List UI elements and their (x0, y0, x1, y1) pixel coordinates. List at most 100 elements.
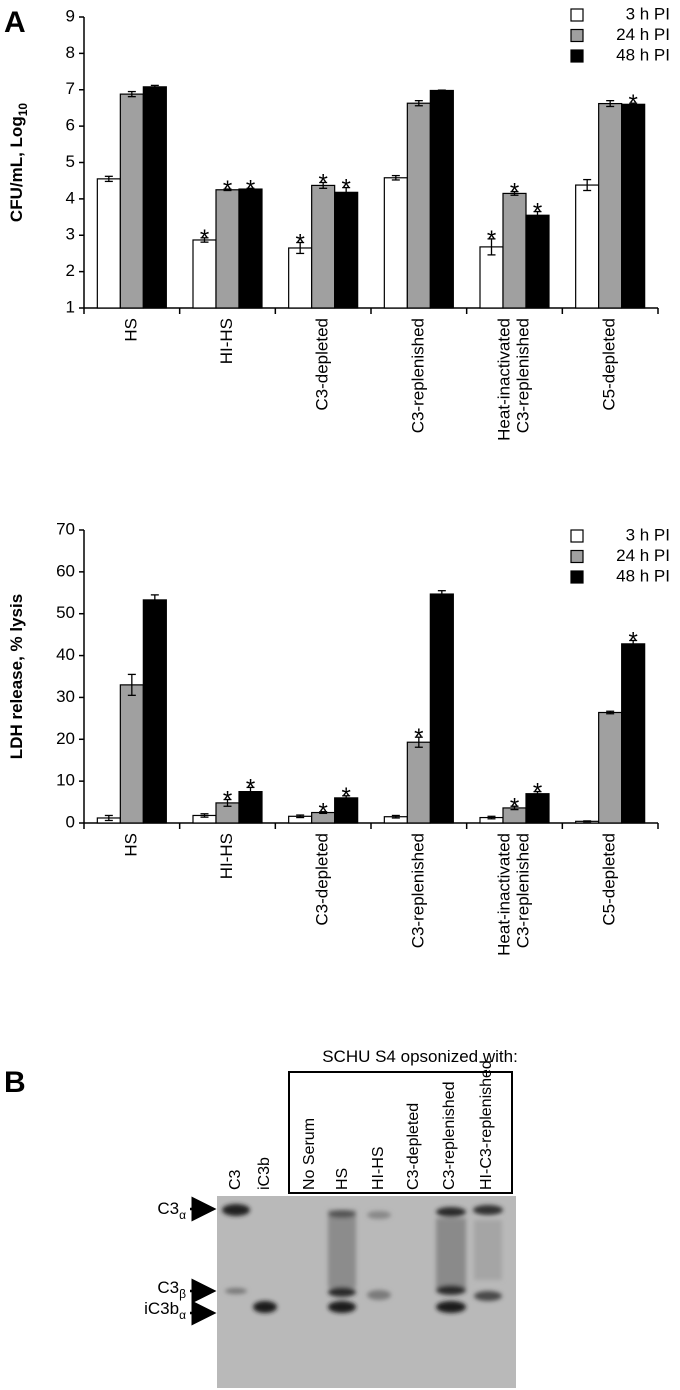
error-bar (223, 798, 232, 807)
error-bar (487, 815, 496, 820)
bar (142, 599, 167, 824)
significance-mark: * (223, 787, 232, 814)
y-tick-label: 2 (66, 261, 75, 280)
x-tick-label: C5-depleted (600, 318, 619, 411)
error-bar (583, 178, 592, 192)
bar (406, 741, 431, 824)
legend-swatch (570, 529, 584, 543)
bar (621, 643, 646, 824)
error-bar (319, 811, 328, 815)
legend-label: 48 h PI (616, 45, 670, 64)
y-axis-title-text: LDH release, % lysis (7, 594, 26, 759)
significance-mark: * (223, 176, 232, 203)
blot-membrane (217, 1196, 516, 1388)
bands (222, 1204, 503, 1313)
error-bar (319, 181, 328, 189)
legend-label: 3 h PI (626, 4, 670, 23)
error-bar (296, 814, 305, 819)
band-name: C3 (157, 1278, 179, 1297)
bar (119, 93, 144, 309)
error-bar (104, 175, 113, 183)
y-tick-label: 7 (66, 79, 75, 98)
y-tick-label: 0 (66, 812, 75, 831)
significance-mark: * (628, 628, 637, 655)
error-bar (391, 814, 400, 819)
x-tick-label: C3-replenished (408, 318, 427, 433)
significance-mark: * (628, 90, 637, 117)
legend-label: 3 h PI (626, 525, 670, 544)
error-bar (606, 100, 615, 108)
legend-swatch (570, 549, 584, 564)
band-name: iC3b (144, 1299, 179, 1318)
significance-mark: * (200, 225, 209, 252)
band-label: C3α (157, 1199, 186, 1222)
bar (96, 178, 121, 309)
bar (429, 89, 454, 309)
legend-label: 48 h PI (616, 566, 670, 585)
bar (142, 86, 167, 309)
error-bar (510, 805, 519, 811)
bar (383, 177, 408, 309)
lane-label: HI-C3-replenished (478, 1060, 495, 1190)
bar (334, 191, 359, 309)
significance-mark: * (341, 783, 350, 810)
y-tick-label: 4 (66, 188, 75, 207)
significance-mark: * (533, 779, 542, 806)
bar (575, 184, 600, 309)
error-bar (391, 174, 400, 181)
legend-swatch (570, 49, 584, 63)
lane-label: iC3b (256, 1157, 273, 1190)
x-tick-label: HI-HS (217, 833, 236, 879)
bar (288, 247, 313, 309)
error-bar (583, 820, 592, 823)
x-tick-label: C5-depleted (600, 833, 619, 926)
lane-label: No Serum (301, 1118, 318, 1190)
error-bar (223, 188, 232, 192)
error-bar (342, 795, 351, 801)
error-bar (246, 187, 255, 191)
error-bar (487, 238, 496, 256)
error-bar (246, 786, 255, 797)
significance-mark: * (295, 230, 304, 257)
y-tick-label: 60 (56, 561, 75, 580)
lane-box (288, 1071, 513, 1194)
y-tick-label: 70 (56, 519, 75, 538)
error-bar (127, 673, 136, 696)
chart: CFU/mL, Log10 1 2 3 4 5 6 7 8 9 HS HI-HS C3-depleted… (7, 4, 670, 440)
chart: LDH release, % lysis 0 10 20 30 40 50 60 70 HS HI-… (7, 519, 670, 955)
y-tick-label: 6 (66, 116, 75, 135)
y-axis-title-sub: 10 (16, 103, 30, 117)
x-tick-label: C3-depleted (313, 833, 332, 926)
band-label: iC3bα (144, 1299, 186, 1322)
x-tick-label: Heat-inactivated (494, 833, 513, 956)
error-bar (200, 813, 209, 818)
bar (598, 711, 623, 824)
significance-mark: * (318, 170, 327, 197)
legend-swatch (570, 28, 584, 43)
y-tick-label: 5 (66, 152, 75, 171)
lane-label: HS (334, 1168, 351, 1190)
bar (525, 214, 550, 309)
lane-label: C3-replenished (441, 1081, 458, 1190)
panel-label: A (4, 6, 26, 39)
error-bar (296, 241, 305, 255)
x-tick-label: C3-replenished (513, 318, 532, 433)
significance-mark: * (318, 799, 327, 826)
lane-label: C3 (227, 1169, 244, 1190)
legend-label: 24 h PI (616, 25, 670, 44)
y-tick-label: 8 (66, 43, 75, 62)
error-bar (200, 237, 209, 243)
y-tick-label: 9 (66, 6, 75, 25)
bar (311, 184, 336, 309)
bar (479, 246, 504, 309)
bar (238, 188, 263, 309)
y-tick-label: 3 (66, 225, 75, 244)
y-tick-label: 50 (56, 603, 75, 622)
bar (406, 102, 431, 309)
x-tick-label: HS (121, 318, 140, 342)
band-sub: α (179, 1208, 186, 1222)
significance-mark: * (246, 774, 255, 801)
y-tick-label: 30 (56, 687, 75, 706)
x-tick-label: C3-depleted (313, 318, 332, 411)
